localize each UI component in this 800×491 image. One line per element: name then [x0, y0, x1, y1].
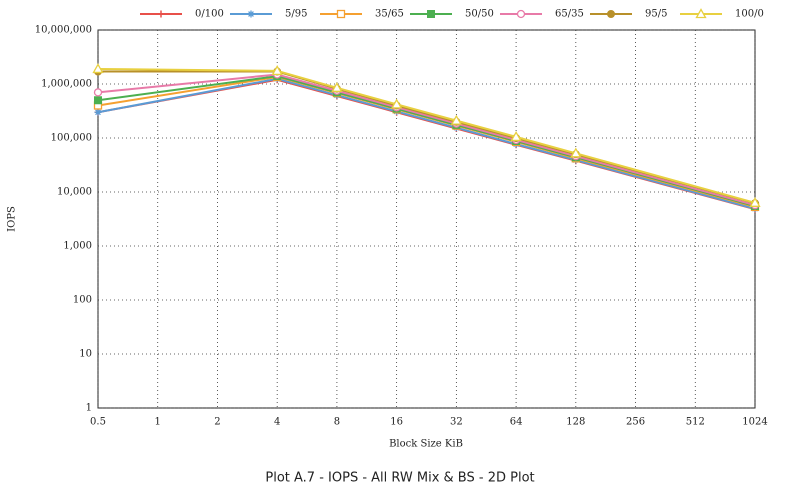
x-tick-label: 256	[626, 417, 645, 428]
legend-label: 100/0	[735, 9, 764, 20]
y-tick-label: 100	[73, 295, 92, 306]
data-point	[450, 114, 462, 125]
x-tick-label: 128	[566, 417, 585, 428]
legend-marker	[427, 10, 435, 18]
legend-marker	[336, 9, 346, 19]
legend-marker	[607, 10, 615, 18]
series-line	[97, 78, 756, 211]
data-point	[92, 63, 104, 74]
series-line	[97, 75, 756, 207]
y-tick-label: 1	[86, 403, 92, 414]
x-tick-label: 1024	[742, 417, 767, 428]
x-tick-label: 2	[214, 417, 220, 428]
legend-marker	[157, 10, 165, 18]
data-point	[271, 65, 283, 76]
legend-marker	[695, 8, 707, 19]
y-axis-label: IOPS	[7, 206, 18, 232]
data-point	[94, 108, 102, 116]
legend-label: 0/100	[195, 9, 224, 20]
y-tick-label: 10,000,000	[35, 25, 92, 36]
series-line	[97, 67, 756, 204]
legend-marker	[516, 9, 526, 19]
caption: Plot A.7 - IOPS - All RW Mix & BS - 2D P…	[265, 471, 534, 486]
y-tick-label: 1,000	[63, 241, 92, 252]
x-tick-label: 64	[510, 417, 523, 428]
x-tick-label: 0.5	[90, 417, 106, 428]
legend-label: 95/5	[645, 9, 667, 20]
data-point	[331, 81, 343, 92]
legend-label: 35/65	[375, 9, 404, 20]
y-tick-label: 10	[79, 349, 92, 360]
y-tick-label: 1,000,000	[41, 79, 92, 90]
x-tick-label: 8	[334, 417, 340, 428]
series-line	[97, 77, 756, 210]
series-line	[97, 75, 756, 208]
x-tick-label: 1	[155, 417, 161, 428]
x-axis-label: Block Size KiB	[389, 439, 463, 450]
x-tick-label: 32	[450, 417, 463, 428]
data-point	[510, 131, 522, 142]
x-tick-label: 16	[390, 417, 403, 428]
legend-label: 65/35	[555, 9, 584, 20]
x-tick-label: 512	[686, 417, 705, 428]
data-point	[94, 96, 102, 105]
data-point	[570, 147, 582, 158]
legend-marker	[247, 10, 255, 18]
x-tick-label: 4	[274, 417, 280, 428]
data-point	[391, 98, 403, 109]
series-line	[97, 73, 756, 207]
data-point	[93, 88, 103, 97]
legend-label: 5/95	[285, 9, 307, 20]
y-tick-label: 100,000	[51, 133, 92, 144]
legend-label: 50/50	[465, 9, 494, 20]
data-point	[749, 197, 761, 207]
y-tick-label: 10,000	[57, 187, 92, 198]
